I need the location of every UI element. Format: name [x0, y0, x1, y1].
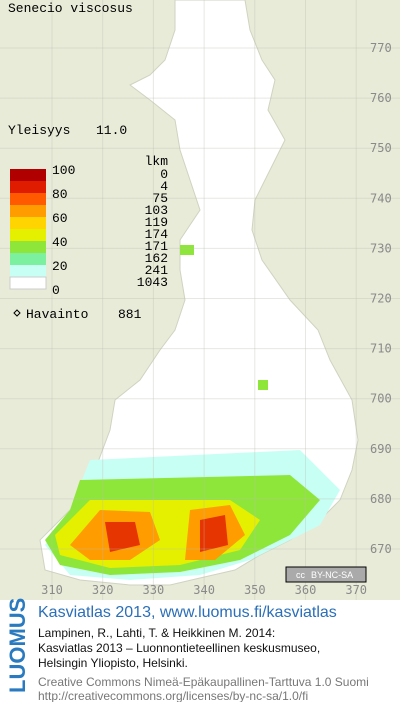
legend-count: 0	[160, 167, 168, 182]
x-grid-label: 360	[295, 583, 317, 597]
footer-link: Kasviatlas 2013, www.luomus.fi/kasviatla…	[38, 604, 337, 621]
x-grid-label: 350	[244, 583, 266, 597]
legend-swatch	[10, 265, 46, 277]
legend-scale-label: 0	[52, 283, 60, 298]
legend-swatch	[10, 181, 46, 193]
license-badge: cc BY-NC-SA	[285, 566, 367, 583]
map-title: Senecio viscosus	[8, 1, 133, 16]
frequency-value: 11.0	[96, 123, 127, 138]
badge-license: BY-NC-SA	[311, 570, 353, 580]
x-grid-label: 310	[41, 583, 63, 597]
y-grid-label: 690	[370, 442, 392, 456]
brand: LUOMUS	[5, 598, 30, 693]
legend-scale-label: 40	[52, 235, 68, 250]
citation-line: Lampinen, R., Lahti, T. & Heikkinen M. 2…	[38, 626, 275, 640]
legend-count: 241	[145, 263, 169, 278]
legend-scale-label: 80	[52, 187, 68, 202]
observations-label: Havainto	[26, 307, 88, 322]
license-line: http://creativecommons.org/licenses/by-n…	[38, 689, 308, 702]
observation-symbol	[13, 309, 21, 317]
legend-count: 4	[160, 179, 168, 194]
legend-count: 103	[145, 203, 168, 218]
legend-swatch	[10, 217, 46, 229]
observations-value: 881	[118, 307, 142, 322]
y-grid-label: 720	[370, 292, 392, 306]
legend-swatch	[9, 276, 47, 290]
x-grid-label: 330	[143, 583, 165, 597]
citation-line: Kasviatlas 2013 – Luonnontieteellinen ke…	[38, 641, 320, 655]
license-line: Creative Commons Nimeä-Epäkaupallinen-Ta…	[38, 675, 369, 689]
x-grid-label: 370	[345, 583, 367, 597]
y-grid-label: 680	[370, 492, 392, 506]
land	[39, 0, 359, 586]
frequency-label: Yleisyys	[8, 123, 70, 138]
legend-scale-label: 100	[52, 163, 75, 178]
legend-scale-label: 20	[52, 259, 68, 274]
legend-count: 162	[145, 251, 168, 266]
legend-swatch	[10, 205, 46, 217]
legend-scale-label: 60	[52, 211, 68, 226]
x-grid-label: 340	[193, 583, 215, 597]
y-grid-label: 760	[370, 91, 392, 105]
legend-swatch	[10, 229, 46, 241]
y-grid-label: 730	[370, 241, 392, 255]
legend-swatch	[10, 241, 46, 253]
legend-count: 171	[145, 239, 169, 254]
count-header: lkm	[145, 154, 169, 169]
legend-swatch	[10, 253, 46, 265]
badge-cc: cc	[296, 570, 306, 580]
legend-swatch	[10, 169, 46, 181]
legend-count: 1043	[137, 275, 168, 290]
y-grid-label: 700	[370, 392, 392, 406]
legend-count: 119	[145, 215, 168, 230]
citation-line: Helsingin Yliopisto, Helsinki.	[38, 656, 188, 670]
y-grid-label: 750	[370, 141, 392, 155]
abundance-shading	[45, 245, 340, 580]
legend-count: 174	[145, 227, 169, 242]
x-grid-label: 320	[92, 583, 114, 597]
y-grid-label: 770	[370, 41, 392, 55]
legend-count: 75	[152, 191, 168, 206]
legend-swatch	[10, 193, 46, 205]
y-grid-label: 670	[370, 542, 392, 556]
y-grid-label: 710	[370, 342, 392, 356]
y-grid-label: 740	[370, 191, 392, 205]
